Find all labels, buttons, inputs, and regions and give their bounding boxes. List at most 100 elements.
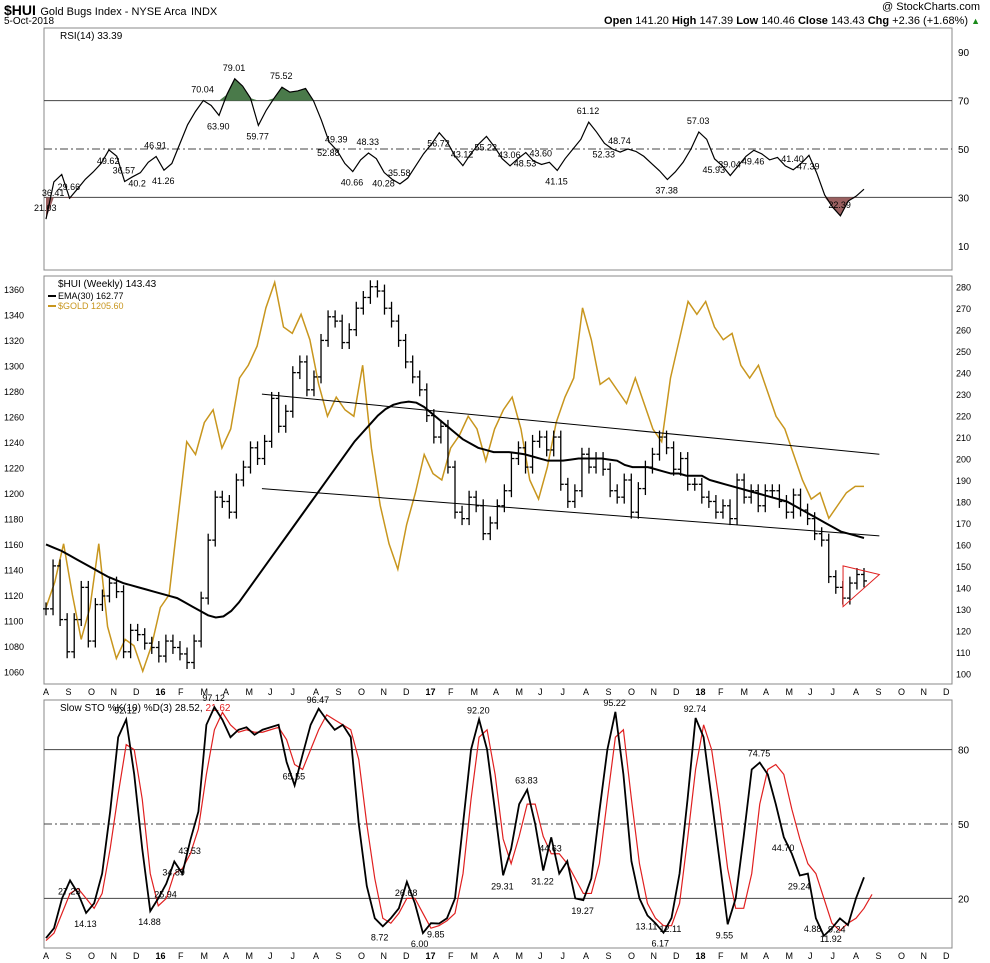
price-tick-label: 190 [956,476,971,486]
price-tick-label: 220 [956,412,971,422]
low-label: Low [736,15,759,27]
bottom-month-label: N [651,951,658,961]
sto-value-label: 29.31 [491,881,514,891]
sto-value-label: 92.12 [114,706,137,716]
price-tick-label: 110 [956,648,970,658]
month-label: S [606,687,612,697]
gold-tick-label: 1080 [4,642,24,652]
bottom-month-label: O [628,951,635,961]
gold-tick-label: 1300 [4,361,24,371]
sto-value-label: 44.70 [772,843,795,853]
gold-legend: $GOLD 1205.60 [58,301,124,311]
bottom-month-label: M [741,951,749,961]
watermark[interactable]: @ StockCharts.com [882,1,980,13]
price-tick-label: 270 [956,304,971,314]
month-label: 18 [696,687,706,697]
rsi-value-label: 75.52 [270,71,293,81]
sto-value-label: 12.11 [660,924,682,934]
rsi-tick-label: 10 [958,242,970,253]
month-label: M [786,687,794,697]
sto-value-label: 31.22 [531,877,554,887]
bottom-month-label: A [223,951,229,961]
bottom-month-label: 17 [426,951,436,961]
month-label: M [516,687,524,697]
sto-value-label: 9.55 [716,930,734,940]
sto-value-label: 29.24 [788,881,811,891]
rsi-value-label: 40.2 [128,179,146,189]
month-label: A [43,687,49,697]
month-label: A [223,687,229,697]
bottom-month-label: O [898,951,905,961]
price-tick-label: 210 [956,433,971,443]
month-label: F [718,687,724,697]
bottom-month-label: J [561,951,566,961]
bottom-month-label: D [133,951,140,961]
rsi-value-label: 79.01 [223,63,246,73]
price-tick-label: 250 [956,347,971,357]
rsi-value-label: 36.41 [42,188,65,198]
rsi-value-label: 48.33 [356,137,379,147]
sto-value-label: 9.24 [828,924,846,934]
sto-title: Slow STO %K(10) %D(3) 28.52, 21.62 [60,703,231,714]
high-label: High [671,15,697,27]
gold-tick-label: 1320 [4,336,24,346]
bottom-month-label: A [313,951,319,961]
bottom-month-label: A [853,951,859,961]
rsi-value-label: 21.03 [34,203,57,213]
bottom-month-label: S [336,951,342,961]
gold-tick-label: 1160 [4,540,23,550]
gold-line [45,279,864,674]
month-label: N [921,687,928,697]
sto-value-label: 8.72 [371,932,389,942]
rsi-value-label: 63.90 [207,121,230,131]
bottom-month-label: A [493,951,499,961]
sto-tick-label: 20 [958,894,970,905]
rsi-value-label: 57.03 [687,116,710,126]
rsi-value-label: 49.62 [97,156,120,166]
month-label: A [763,687,769,697]
rsi-value-label: 39.04 [718,160,741,170]
sto-value-label: 96.47 [307,695,330,705]
month-label: A [313,687,319,697]
channel-lower-line [261,488,880,537]
rsi-value-label: 45.93 [703,165,726,175]
triangle-pattern [842,565,881,608]
month-label: A [853,687,859,697]
month-label: J [561,687,566,697]
ema-line [45,400,865,619]
sto-value-label: 26.68 [395,888,418,898]
sto-value-label: 6.00 [411,939,429,949]
sto-value-label: 27.23 [58,886,81,896]
sto-value-label: 25.94 [154,890,177,900]
bottom-month-label: N [381,951,388,961]
chart-date: 5-Oct-2018 [4,16,55,27]
rsi-value-label: 55.22 [474,142,497,152]
rsi-tick-label: 70 [958,97,970,108]
month-label: D [673,687,680,697]
month-label: 17 [426,687,436,697]
month-label: N [651,687,658,697]
bottom-month-label: S [606,951,612,961]
gold-tick-label: 1360 [4,285,24,295]
bottom-month-label: O [358,951,365,961]
bottom-month-label: 16 [156,951,166,961]
sto-value-label: 97.12 [202,693,225,703]
price-title: $HUI (Weekly) 143.43 [58,279,157,290]
month-label: O [358,687,365,697]
month-label: A [583,687,589,697]
price-tick-label: 280 [956,283,971,293]
gold-tick-label: 1280 [4,387,24,397]
rsi-value-label: 36.57 [113,166,136,176]
gold-tick-label: 1100 [4,616,23,626]
sto-value-label: 63.83 [515,776,538,786]
gold-tick-label: 1240 [4,438,24,448]
price-tick-label: 240 [956,369,971,379]
sto-value-label: 6.17 [652,939,670,949]
gold-tick-label: 1200 [4,489,24,499]
stochastic-panel: 20 50 80 Slow STO %K(10) %D(3) 28.52, 21.62… [43,693,970,961]
rsi-line [45,77,865,220]
bottom-month-label: F [448,951,454,961]
rsi-value-label: 49.39 [325,134,348,144]
price-tick-label: 260 [956,326,971,336]
